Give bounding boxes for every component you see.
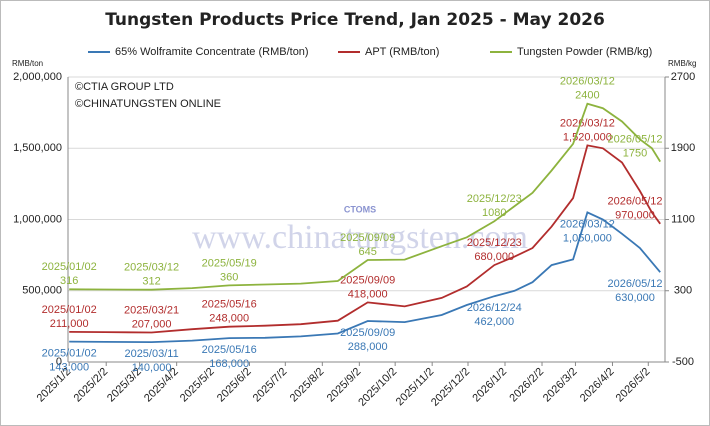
annotation-date: 2026/03/12 <box>560 117 615 129</box>
data-label: 2400 <box>575 90 599 102</box>
y2-tick-label: 1100 <box>671 213 695 225</box>
data-label: 1,050,000 <box>563 232 612 244</box>
data-label: 680,000 <box>474 251 514 263</box>
data-label: 1750 <box>623 148 647 160</box>
data-label: 168,000 <box>209 358 249 370</box>
legend-label: APT (RMB/ton) <box>365 46 439 58</box>
watermark-logo: CTOMS <box>344 204 376 214</box>
annotation-date: 2025/09/09 <box>340 327 395 339</box>
annotation-date: 2025/01/02 <box>42 261 97 273</box>
data-label: 645 <box>359 246 377 258</box>
annotation-date: 2025/09/09 <box>340 274 395 286</box>
annotation-date: 2025/12/23 <box>467 237 522 249</box>
y2-tick-label: 1900 <box>671 142 695 154</box>
annotation-date: 2025/05/19 <box>202 257 257 269</box>
y-tick-label: 0 <box>56 356 62 368</box>
y-tick-label: 500,000 <box>22 285 62 297</box>
note: ©CTIA GROUP LTD <box>75 81 174 93</box>
data-label: 970,000 <box>615 210 655 222</box>
data-label: 143,000 <box>49 362 89 374</box>
data-label: 630,000 <box>615 292 655 304</box>
annotation-date: 2025/05/16 <box>202 299 257 311</box>
annotation-date: 2026/12/24 <box>467 302 522 314</box>
data-label: 140,000 <box>132 362 172 374</box>
y-tick-label: 1,000,000 <box>13 213 62 225</box>
annotation-date: 2025/09/09 <box>340 232 395 244</box>
y-tick-label: 2,000,000 <box>13 71 62 83</box>
annotation-date: 2026/03/12 <box>560 76 615 88</box>
data-label: 1080 <box>482 207 506 219</box>
annotation-date: 2025/01/02 <box>42 304 97 316</box>
watermark: www.chinatungsten.com <box>192 219 528 256</box>
y2-tick-label: 2700 <box>671 71 695 83</box>
data-label: 462,000 <box>474 316 514 328</box>
y2-tick-label: -500 <box>672 356 694 368</box>
series-line <box>69 211 661 344</box>
y-tick-label: 1,500,000 <box>13 142 62 154</box>
data-label: 418,000 <box>348 288 388 300</box>
series-line <box>69 144 661 334</box>
annotation-date: 2025/01/02 <box>42 348 97 360</box>
annotation-date: 2026/05/12 <box>607 278 662 290</box>
data-label: 1,520,000 <box>563 131 612 143</box>
series-line <box>69 102 661 291</box>
legend-label: 65% Wolframite Concentrate (RMB/ton) <box>115 46 309 58</box>
annotation-date: 2026/05/12 <box>607 134 662 146</box>
data-label: 360 <box>220 271 238 283</box>
annotation-date: 2025/03/21 <box>124 304 179 316</box>
data-label: 248,000 <box>209 313 249 325</box>
data-label: 207,000 <box>132 318 172 330</box>
note: ©CHINATUNGSTEN ONLINE <box>75 98 221 110</box>
annotation-date: 2025/03/12 <box>124 262 179 274</box>
legend-label: Tungsten Powder (RMB/kg) <box>517 46 652 58</box>
chart-title: Tungsten Products Price Trend, Jan 2025 … <box>105 10 605 30</box>
annotation-date: 2025/03/11 <box>124 348 178 360</box>
annotation-date: 2026/03/12 <box>560 218 615 230</box>
data-label: 288,000 <box>348 341 388 353</box>
y-axis-label: RMB/ton <box>12 59 43 68</box>
data-label: 211,000 <box>50 318 89 330</box>
annotation-date: 2026/05/12 <box>607 196 662 208</box>
y2-axis-label: RMB/kg <box>668 59 696 68</box>
data-label: 316 <box>60 275 78 287</box>
annotation-date: 2025/05/16 <box>202 344 257 356</box>
annotation-date: 2025/12/23 <box>467 193 522 205</box>
data-label: 312 <box>142 276 160 288</box>
y2-tick-label: 300 <box>674 285 692 297</box>
